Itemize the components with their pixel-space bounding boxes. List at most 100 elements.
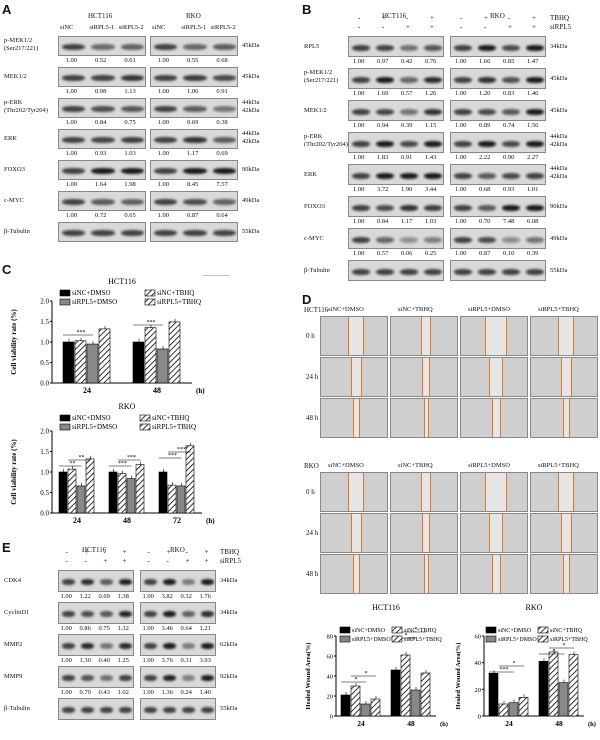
band-value: 0.69 [216,150,228,157]
time-label: 24 h [306,373,319,381]
protein-band [376,76,394,83]
band-value: 1.00 [142,625,154,632]
wound-edge-line [348,473,364,511]
band-value: 1.03 [124,150,136,157]
protein-band [526,44,544,51]
significance-mark: * [415,627,418,633]
legend-swatch [59,289,71,297]
band-value: 1.03 [425,218,437,225]
cell-line-label: HCT116 [82,546,107,554]
protein-band [100,579,113,585]
sirpl5-sign: + [185,557,190,565]
panel-label-e: E [2,540,11,555]
molecular-weight: 49kDa [242,197,260,204]
protein-band [201,675,214,681]
wound-edge-line [485,473,507,511]
molecular-weight: 44kDa 42kDa [242,130,260,145]
cell-line-label: RKO [170,546,185,554]
blot-strip [150,36,238,56]
protein-band [183,230,207,236]
protein-band [154,199,178,205]
band-value: 0.86 [79,625,91,632]
wound-edge-line [350,358,362,396]
tbhq-sign: + [382,14,386,22]
y-axis-label: Healed Wound Area(%) [455,643,462,710]
tbhq-sign: - [65,548,68,556]
blot-strip [140,634,216,656]
y-tick-label: 2.0 [40,298,49,306]
protein-band [454,172,472,179]
protein-band [119,579,132,585]
protein-band [352,204,370,211]
protein-band [400,108,418,115]
protein-band [154,168,178,174]
legend-swatch [485,626,497,634]
band-value: 3.44 [425,186,437,193]
bar [126,478,136,514]
significance-mark: * [355,677,358,683]
condition-label: siNC+DMSO [328,306,364,313]
protein-band [424,140,442,147]
x-tick-label: 24 [505,719,513,728]
tbhq-sign: - [508,14,511,22]
protein-band [182,643,195,649]
molecular-weight: 55kDa [242,228,260,235]
band-value: 0.06 [401,250,413,257]
bar [76,485,86,514]
protein-band [163,611,176,617]
band-value: 1.47 [527,58,539,65]
bar [144,327,157,384]
protein-band [454,108,472,115]
band-value: 1.00 [157,150,170,157]
y-tick-label: 0 [478,714,481,721]
protein-band [120,44,144,50]
bar [156,348,169,384]
protein-label: p-ERK (Thr202/Tyr204) [304,133,348,148]
tbhq-sign: + [204,548,209,556]
condition-label: siRPL5+DMSO [468,306,510,313]
protein-band [62,707,75,713]
significance-mark: * [513,661,516,667]
bar [420,672,431,717]
bar [548,651,559,717]
legend-label: siNC+DMSO [72,414,111,422]
bar [117,473,127,514]
significance-mark: *** [147,320,156,326]
micrograph [530,513,598,553]
y-tick-label: 1.0 [40,339,49,347]
protein-band [91,137,115,143]
micrograph [460,357,528,397]
y-tick-label: 20 [327,694,334,701]
bar [370,698,381,717]
molecular-weight: 49kDa [550,234,568,242]
protein-band [526,108,544,115]
significance-mark: * [553,649,556,655]
band-value: 1.00 [157,212,170,219]
band-value: 1.21 [199,625,211,632]
tbhq-sign: - [103,548,106,556]
protein-band [154,230,178,236]
wound-edge-line [491,555,501,593]
band-value: 0.24 [180,689,192,696]
significance-mark: * [563,643,566,649]
micrograph [320,554,388,594]
protein-band [526,140,544,147]
protein-band [91,168,115,174]
blot-strip [450,132,546,153]
molecular-weight: 45kDa [550,106,568,114]
blot-strip [150,191,238,211]
chart-title: HCT116 [372,603,400,612]
tbhq-label: TBHQ [220,548,240,556]
band-value: 0.91 [216,88,228,95]
protein-band [62,168,86,174]
chart-title: RKO [119,402,136,411]
y-tick-label: 0.5 [40,489,49,497]
band-value: 8.45 [187,181,199,188]
panel-label-c: C [2,262,12,277]
blot-strip [58,222,146,242]
band-value: 2.27 [527,154,539,161]
y-tick-label: 0.5 [40,359,49,367]
significance-mark: *** [168,453,177,459]
protein-band [352,44,370,51]
protein-band [154,44,178,50]
